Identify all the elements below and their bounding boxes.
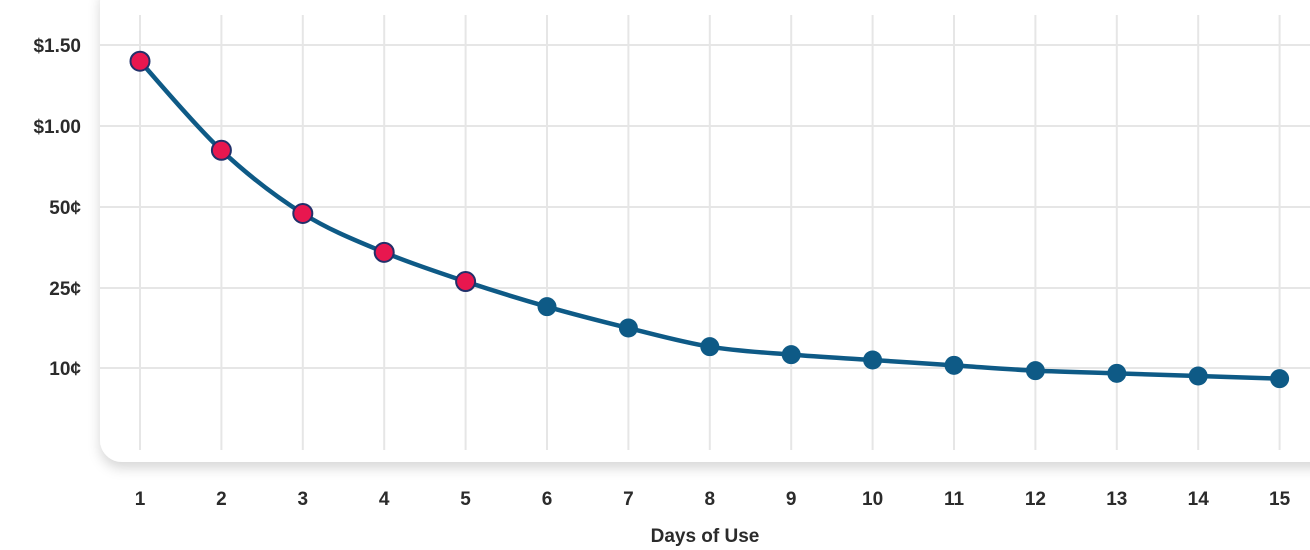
y-tick-label: $1.00 <box>33 117 81 138</box>
x-tick-label: 1 <box>135 489 146 510</box>
plot-panel <box>100 0 1310 462</box>
data-point <box>700 337 720 357</box>
x-tick-label: 14 <box>1188 489 1210 510</box>
data-point <box>944 355 964 375</box>
x-tick-label: 2 <box>216 489 227 510</box>
data-point <box>1188 366 1208 386</box>
data-point-highlighted <box>210 139 232 161</box>
data-point <box>1025 361 1045 381</box>
x-tick-label: 11 <box>944 489 965 510</box>
x-tick-label: 5 <box>460 489 471 510</box>
x-tick-label: 4 <box>379 489 390 510</box>
x-tick-label: 10 <box>862 489 883 510</box>
x-tick-label: 7 <box>623 489 634 510</box>
data-points <box>129 50 1290 389</box>
x-tick-label: 12 <box>1025 489 1046 510</box>
data-point-highlighted <box>292 202 314 224</box>
data-point-highlighted <box>373 241 395 263</box>
data-point <box>1107 363 1127 383</box>
x-tick-label: 13 <box>1106 489 1127 510</box>
x-tick-label: 15 <box>1269 489 1291 510</box>
y-tick-label: $1.50 <box>33 36 81 57</box>
y-tick-label: 25¢ <box>49 279 81 300</box>
y-tick-label: 50¢ <box>49 198 81 219</box>
x-tick-label: 3 <box>298 489 309 510</box>
data-point <box>1270 369 1290 389</box>
x-tick-label: 6 <box>542 489 553 510</box>
x-tick-label: 9 <box>786 489 797 510</box>
data-point-highlighted <box>455 271 477 293</box>
x-tick-label: 8 <box>705 489 716 510</box>
x-axis-label: Days of Use <box>651 526 760 547</box>
y-axis-ticks: $1.50 $1.00 50¢ 25¢ 10¢ <box>33 36 81 380</box>
data-point-highlighted <box>129 50 151 72</box>
data-point <box>863 350 883 370</box>
y-tick-label: 10¢ <box>49 359 81 380</box>
data-point <box>537 297 557 317</box>
data-point <box>618 318 638 338</box>
data-point <box>781 345 801 365</box>
x-axis-ticks: 1 2 3 4 5 6 7 8 9 10 11 12 13 14 15 <box>135 489 1291 510</box>
